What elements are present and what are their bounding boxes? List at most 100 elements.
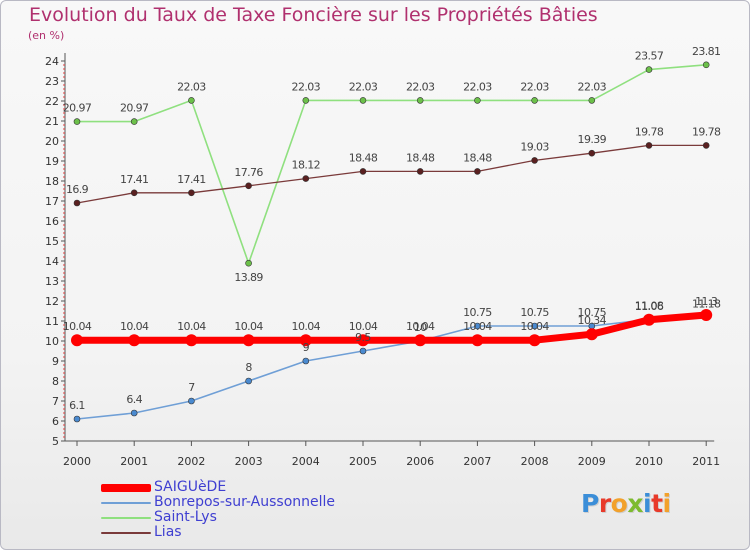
series-line-2 <box>76 63 708 265</box>
y-tick-label: 14 <box>45 255 59 268</box>
logo-letter: i <box>643 489 652 518</box>
data-point <box>71 334 83 347</box>
logo-letter: P <box>581 489 599 518</box>
data-label: 18.48 <box>406 151 435 164</box>
data-label: 17.41 <box>120 173 149 186</box>
data-point <box>700 309 713 321</box>
data-label: 22.03 <box>292 80 321 93</box>
data-point <box>130 409 138 417</box>
data-label: 22.03 <box>349 80 378 93</box>
data-point <box>242 334 255 347</box>
data-label: 11.06 <box>635 300 664 313</box>
data-label: 11.18 <box>692 297 721 310</box>
x-tick-label: 2007 <box>463 455 491 468</box>
y-tick-label: 5 <box>52 435 59 448</box>
logo-letter: o <box>610 489 628 518</box>
x-tick-label: 2005 <box>349 455 377 468</box>
legend-swatch <box>101 484 151 492</box>
data-label: 11.08 <box>635 299 664 312</box>
data-point <box>245 259 252 267</box>
data-label: 22.03 <box>463 80 492 93</box>
x-tick-label: 2008 <box>521 455 549 468</box>
unit-label: (en %) <box>28 29 65 42</box>
data-label: 19.03 <box>520 140 549 153</box>
y-tick-label: 12 <box>45 295 59 308</box>
data-point <box>299 334 312 347</box>
data-label: 19.78 <box>635 125 664 138</box>
proxiti-logo: Proxiti <box>581 489 671 518</box>
data-point <box>302 357 310 365</box>
legend-label: SAIGUèDE <box>154 479 227 495</box>
data-label: 8 <box>245 361 252 374</box>
legend-label: Bonrepos-sur-Aussonnelle <box>154 494 336 510</box>
data-point <box>528 334 541 347</box>
data-label: 16.9 <box>66 183 89 196</box>
y-tick-label: 6 <box>52 415 59 428</box>
x-tick-label: 2001 <box>120 455 148 468</box>
legend-label: Saint-Lys <box>154 509 217 525</box>
y-tick-label: 15 <box>45 235 59 248</box>
series-line-1 <box>76 316 708 420</box>
data-point <box>130 118 138 125</box>
x-tick-label: 2009 <box>578 455 606 468</box>
y-tick-label: 18 <box>45 175 59 188</box>
data-label: 10.04 <box>120 320 149 333</box>
data-label: 10.04 <box>406 320 435 333</box>
x-tick-label: 2006 <box>406 455 434 468</box>
series-line-3 <box>76 144 707 204</box>
y-tick-label: 7 <box>52 395 59 408</box>
x-tick-label: 2002 <box>177 455 205 468</box>
data-label: 7 <box>188 381 195 394</box>
data-point <box>359 168 367 175</box>
data-label: 19.39 <box>578 133 607 146</box>
data-point <box>474 97 481 104</box>
chart-title: Evolution du Taux de Taxe Foncière sur l… <box>29 4 598 26</box>
y-tick-label: 16 <box>45 215 59 228</box>
data-point <box>585 328 598 341</box>
data-point <box>414 334 427 347</box>
data-label: 10.75 <box>578 306 607 319</box>
data-label: 18.12 <box>292 159 321 172</box>
logo-letter: x <box>627 489 643 518</box>
data-label: 10.04 <box>177 320 206 333</box>
data-label: 17.76 <box>234 166 263 179</box>
data-point <box>702 142 710 149</box>
data-label: 10.75 <box>520 306 549 319</box>
legend-swatch <box>101 517 151 519</box>
data-point <box>245 182 252 190</box>
x-tick-label: 2004 <box>292 455 320 468</box>
data-label: 22.03 <box>520 80 549 93</box>
data-point <box>474 168 481 175</box>
data-point <box>474 322 481 330</box>
data-label: 18.48 <box>349 151 378 164</box>
data-label: 9 <box>303 341 310 354</box>
legend-swatch <box>101 502 151 504</box>
data-point <box>645 66 653 73</box>
y-tick-label: 10 <box>45 335 59 348</box>
data-point <box>471 334 484 347</box>
data-label: 10.04 <box>520 320 549 333</box>
y-tick-label: 13 <box>45 275 59 288</box>
data-label: 13.89 <box>234 271 263 284</box>
data-point <box>643 313 655 326</box>
data-label: 9.5 <box>355 331 371 344</box>
data-point <box>73 415 81 423</box>
data-label: 23.57 <box>635 50 664 63</box>
data-label: 17.41 <box>177 173 206 186</box>
data-label: 18.48 <box>463 151 492 164</box>
logo-letter: i <box>662 489 672 518</box>
y-tick-label: 8 <box>52 375 59 388</box>
data-point <box>359 97 367 104</box>
data-label: 10.04 <box>63 320 92 333</box>
data-label: 10.04 <box>463 320 492 333</box>
x-tick-label: 2011 <box>692 455 720 468</box>
data-point <box>357 334 369 347</box>
data-label: 6.1 <box>69 399 85 412</box>
series-line-0 <box>73 311 710 344</box>
data-point <box>531 97 538 104</box>
data-point <box>359 347 367 355</box>
data-point <box>73 118 81 125</box>
data-point <box>531 157 538 164</box>
data-point <box>188 397 195 405</box>
data-point <box>702 61 710 69</box>
